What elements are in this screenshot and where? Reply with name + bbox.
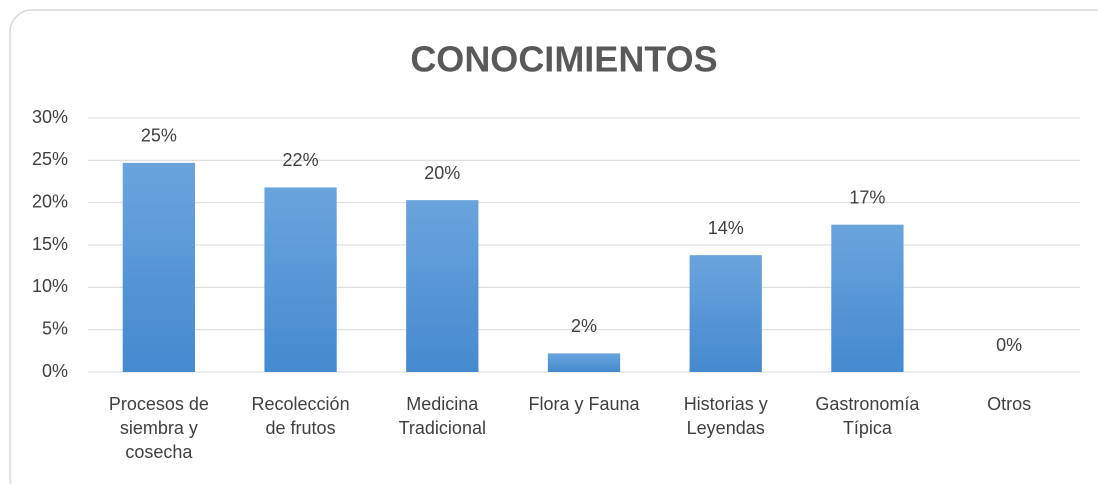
bar (547, 353, 621, 372)
x-tick-label: Flora y Fauna (528, 394, 640, 414)
x-tick-label: Historias y Leyendas (683, 394, 768, 438)
y-tick-label: 5% (42, 318, 68, 338)
x-tick-label: Procesos de siembra y cosecha (108, 394, 209, 462)
data-label: 14% (708, 218, 744, 238)
x-tick-label: Recolección de frutos (251, 394, 350, 438)
y-tick-label: 0% (42, 361, 68, 381)
data-label: 0% (996, 335, 1022, 355)
bar (264, 187, 337, 372)
bar (689, 255, 762, 372)
data-label: 22% (283, 150, 319, 170)
x-tick-label: Otros (987, 394, 1032, 414)
y-tick-label: 30% (32, 107, 68, 127)
data-label: 2% (571, 316, 597, 336)
bar (122, 162, 195, 372)
y-tick-label: 10% (32, 276, 68, 296)
data-label: 20% (424, 163, 460, 183)
y-tick-label: 20% (32, 191, 68, 211)
bar (831, 224, 904, 372)
x-tick-label: Medicina Tradicional (398, 394, 486, 438)
bar (406, 200, 479, 372)
y-tick-label: 25% (32, 149, 68, 169)
data-label: 17% (849, 187, 885, 207)
data-label: 25% (141, 126, 177, 146)
chart-title: CONOCIMIENTOS (410, 39, 717, 80)
y-tick-label: 15% (32, 234, 68, 254)
x-tick-label: Gastronomía Típica (815, 394, 920, 438)
